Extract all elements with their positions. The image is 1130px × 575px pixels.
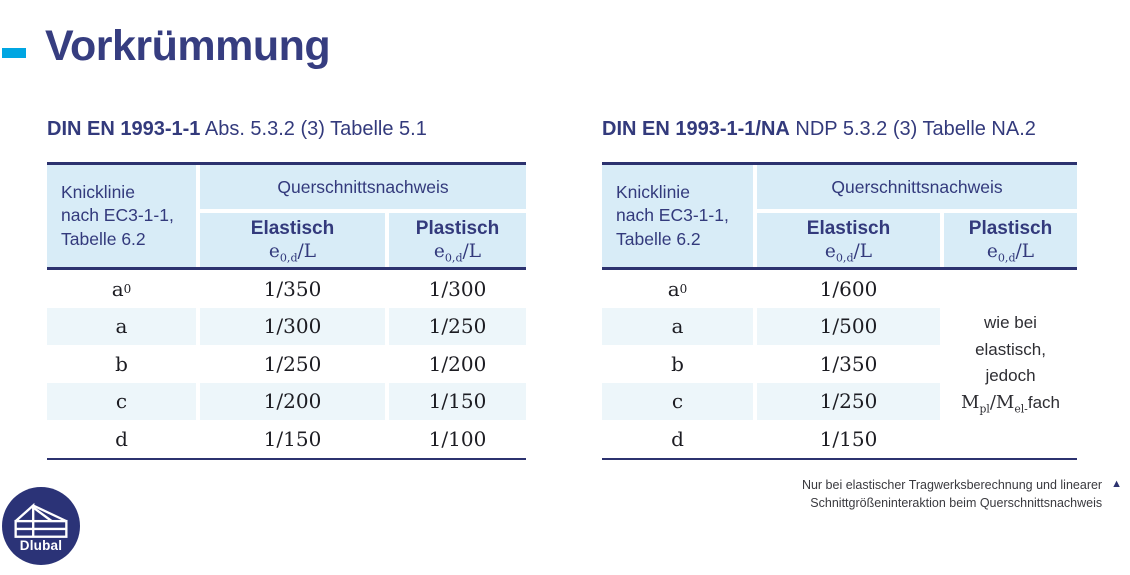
cell-plastic-merged-note: wie bei elastisch, jedoch Mpl/Mel-fach [944, 270, 1077, 458]
table-heading-right-rest: NDP 5.3.2 (3) Tabelle NA.2 [789, 118, 1036, 140]
footnote-line-1: Nur bei elastischer Tragwerksberechnung … [801, 478, 1103, 492]
accent-dash [2, 48, 26, 58]
cell-plastic-value: 1/100 [428, 426, 487, 451]
corner-line-1: Knicklinie [616, 182, 690, 203]
e0d-over-l-symbol: e0,d/L [268, 241, 317, 265]
corner-line-3: Tabelle 6.2 [616, 228, 701, 249]
triangle-up-icon: ▲ [1111, 478, 1122, 490]
e0d-over-l-symbol: e0,d/L [824, 241, 873, 265]
span-header-querschnittsnachweis: Querschnittsnachweis [200, 165, 526, 209]
footnote-text: Nur bei elastischer Tragwerksberechnung … [802, 476, 1102, 512]
column-name: Plastisch [968, 218, 1053, 239]
table-din-en-header: Knicklinie nach EC3-1-1, Tabelle 6.2 Que… [47, 165, 526, 270]
cell-buckling-line: d [115, 426, 128, 451]
cell-elastic-value: 1/200 [200, 382, 385, 420]
cell-buckling-line: a [602, 307, 753, 345]
column-header-plastisch: Plastisch e0,d/L [389, 213, 526, 267]
dlubal-logo: Dlubal [2, 487, 80, 565]
cell-plastic-value: 1/300 [428, 276, 487, 301]
section-din-en-1993-1-1-na: DIN EN 1993-1-1/NA NDP 5.3.2 (3) Tabelle… [602, 118, 1077, 460]
cell-buckling-line: b [671, 351, 684, 376]
corner-line-3: Tabelle 6.2 [61, 228, 146, 249]
cell-elastic-value: 1/350 [819, 351, 878, 376]
cell-buckling-line: a [47, 307, 196, 345]
table-heading-right-bold: DIN EN 1993-1-1/NA [602, 118, 790, 140]
e0d-over-l-symbol: e0,d/L [433, 241, 482, 265]
mpl-mel-formula: Mpl/Mel-fach [961, 392, 1060, 416]
corner-header-cell: Knicklinie nach EC3-1-1, Tabelle 6.2 [602, 165, 753, 267]
cell-plastic-value: 1/250 [389, 307, 526, 345]
footnote-line-2: Schnittgrößeninteraktion beim Querschnit… [810, 496, 1103, 511]
cell-elastic-value: 1/150 [819, 426, 878, 451]
cell-plastic-value: 1/150 [389, 382, 526, 420]
table-heading-left-rest: Abs. 5.3.2 (3) Tabelle 5.1 [200, 118, 427, 140]
merged-note-line-1: wie bei [984, 313, 1037, 333]
cell-buckling-line: b [115, 351, 128, 376]
table-din-en-na: Knicklinie nach EC3-1-1, Tabelle 6.2 Que… [602, 162, 1077, 460]
table-heading-right: DIN EN 1993-1-1/NA NDP 5.3.2 (3) Tabelle… [602, 118, 1077, 141]
column-header-elastisch: Elastisch e0,d/L [200, 213, 385, 267]
merged-note-line-2: elastisch, [975, 339, 1046, 359]
cell-buckling-line: d [671, 426, 684, 451]
footnote: Nur bei elastischer Tragwerksberechnung … [802, 476, 1122, 512]
cell-plastic-value: 1/200 [428, 351, 487, 376]
corner-line-1: Knicklinie [61, 182, 135, 203]
page-title: Vorkrümmung [45, 22, 331, 70]
cell-elastic-value: 1/150 [263, 426, 322, 451]
corner-header-cell: Knicklinie nach EC3-1-1, Tabelle 6.2 [47, 165, 196, 267]
cell-elastic-value: 1/350 [263, 276, 322, 301]
cell-elastic-value: 1/500 [757, 307, 940, 345]
cell-elastic-value: 1/250 [263, 351, 322, 376]
cell-elastic-value: 1/300 [200, 307, 385, 345]
cell-elastic-value: 1/600 [819, 276, 878, 301]
bridge-icon [14, 502, 68, 538]
corner-line-2: nach EC3-1-1, [616, 205, 729, 226]
section-din-en-1993-1-1: DIN EN 1993-1-1 Abs. 5.3.2 (3) Tabelle 5… [47, 118, 526, 460]
column-header-plastisch: Plastisch e0,d/L [944, 213, 1077, 267]
column-name: Plastisch [415, 218, 500, 239]
span-header-querschnittsnachweis: Querschnittsnachweis [757, 165, 1077, 209]
cell-buckling-line: c [602, 382, 753, 420]
dlubal-wordmark: Dlubal [19, 538, 63, 553]
column-name: Elastisch [250, 218, 335, 239]
table-din-en-na-header: Knicklinie nach EC3-1-1, Tabelle 6.2 Que… [602, 165, 1077, 270]
cell-buckling-line: c [47, 382, 196, 420]
table-heading-left-bold: DIN EN 1993-1-1 [47, 118, 201, 140]
e0d-over-l-symbol: e0,d/L [986, 241, 1035, 265]
corner-line-2: nach EC3-1-1, [61, 205, 174, 226]
column-header-elastisch: Elastisch e0,d/L [757, 213, 940, 267]
table-heading-left: DIN EN 1993-1-1 Abs. 5.3.2 (3) Tabelle 5… [47, 118, 526, 141]
table-din-en: Knicklinie nach EC3-1-1, Tabelle 6.2 Que… [47, 162, 526, 460]
column-name: Elastisch [806, 218, 891, 239]
cell-elastic-value: 1/250 [757, 382, 940, 420]
merged-note-line-3: jedoch [985, 365, 1036, 385]
